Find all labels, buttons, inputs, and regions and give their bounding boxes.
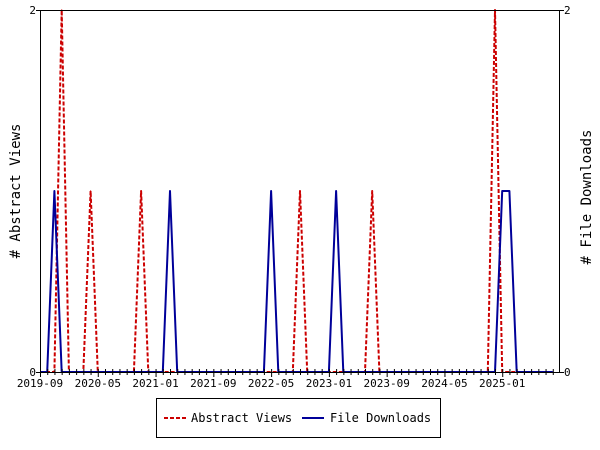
data-point bbox=[501, 190, 503, 192]
legend-label-file-downloads: File Downloads bbox=[330, 411, 431, 425]
y-left-tick-top: 2 bbox=[29, 4, 36, 17]
data-point bbox=[270, 190, 272, 192]
series-layer bbox=[40, 9, 553, 373]
data-point bbox=[299, 190, 301, 192]
y-left-axis-title: # Abstract Views bbox=[8, 124, 24, 259]
x-tick-label: 2023-01 bbox=[306, 377, 352, 390]
axis-layer bbox=[36, 10, 564, 377]
data-point bbox=[508, 190, 510, 192]
x-tick-label: 2021-01 bbox=[132, 377, 178, 390]
x-tick-label: 2025-01 bbox=[479, 377, 525, 390]
y-left-tick-bottom: 0 bbox=[29, 366, 36, 379]
x-tick-label: 2024-05 bbox=[421, 377, 467, 390]
data-point bbox=[90, 190, 92, 192]
x-tick-label: 2020-05 bbox=[75, 377, 121, 390]
data-point bbox=[53, 190, 56, 192]
x-tick-label: 2022-05 bbox=[248, 377, 294, 390]
data-point bbox=[140, 190, 142, 192]
legend-box bbox=[156, 398, 441, 438]
x-tick-label: 2023-09 bbox=[364, 377, 410, 390]
data-point bbox=[371, 190, 373, 192]
x-tick-label: 2021-09 bbox=[190, 377, 236, 390]
x-tick-label: 2019-09 bbox=[17, 377, 63, 390]
y-right-tick-bottom: 0 bbox=[564, 366, 571, 379]
data-point bbox=[169, 190, 171, 192]
data-point bbox=[335, 190, 337, 192]
legend: Abstract Views File Downloads bbox=[156, 398, 441, 438]
x-axis-labels: 2019-09 2020-05 2021-01 2021-09 2022-05 2023-… bbox=[17, 377, 526, 390]
y-right-tick-top: 2 bbox=[564, 4, 571, 17]
series-line-abstract-views bbox=[40, 9, 553, 373]
y-right-axis-title: # File Downloads bbox=[579, 130, 595, 265]
legend-label-abstract-views: Abstract Views bbox=[191, 411, 292, 425]
